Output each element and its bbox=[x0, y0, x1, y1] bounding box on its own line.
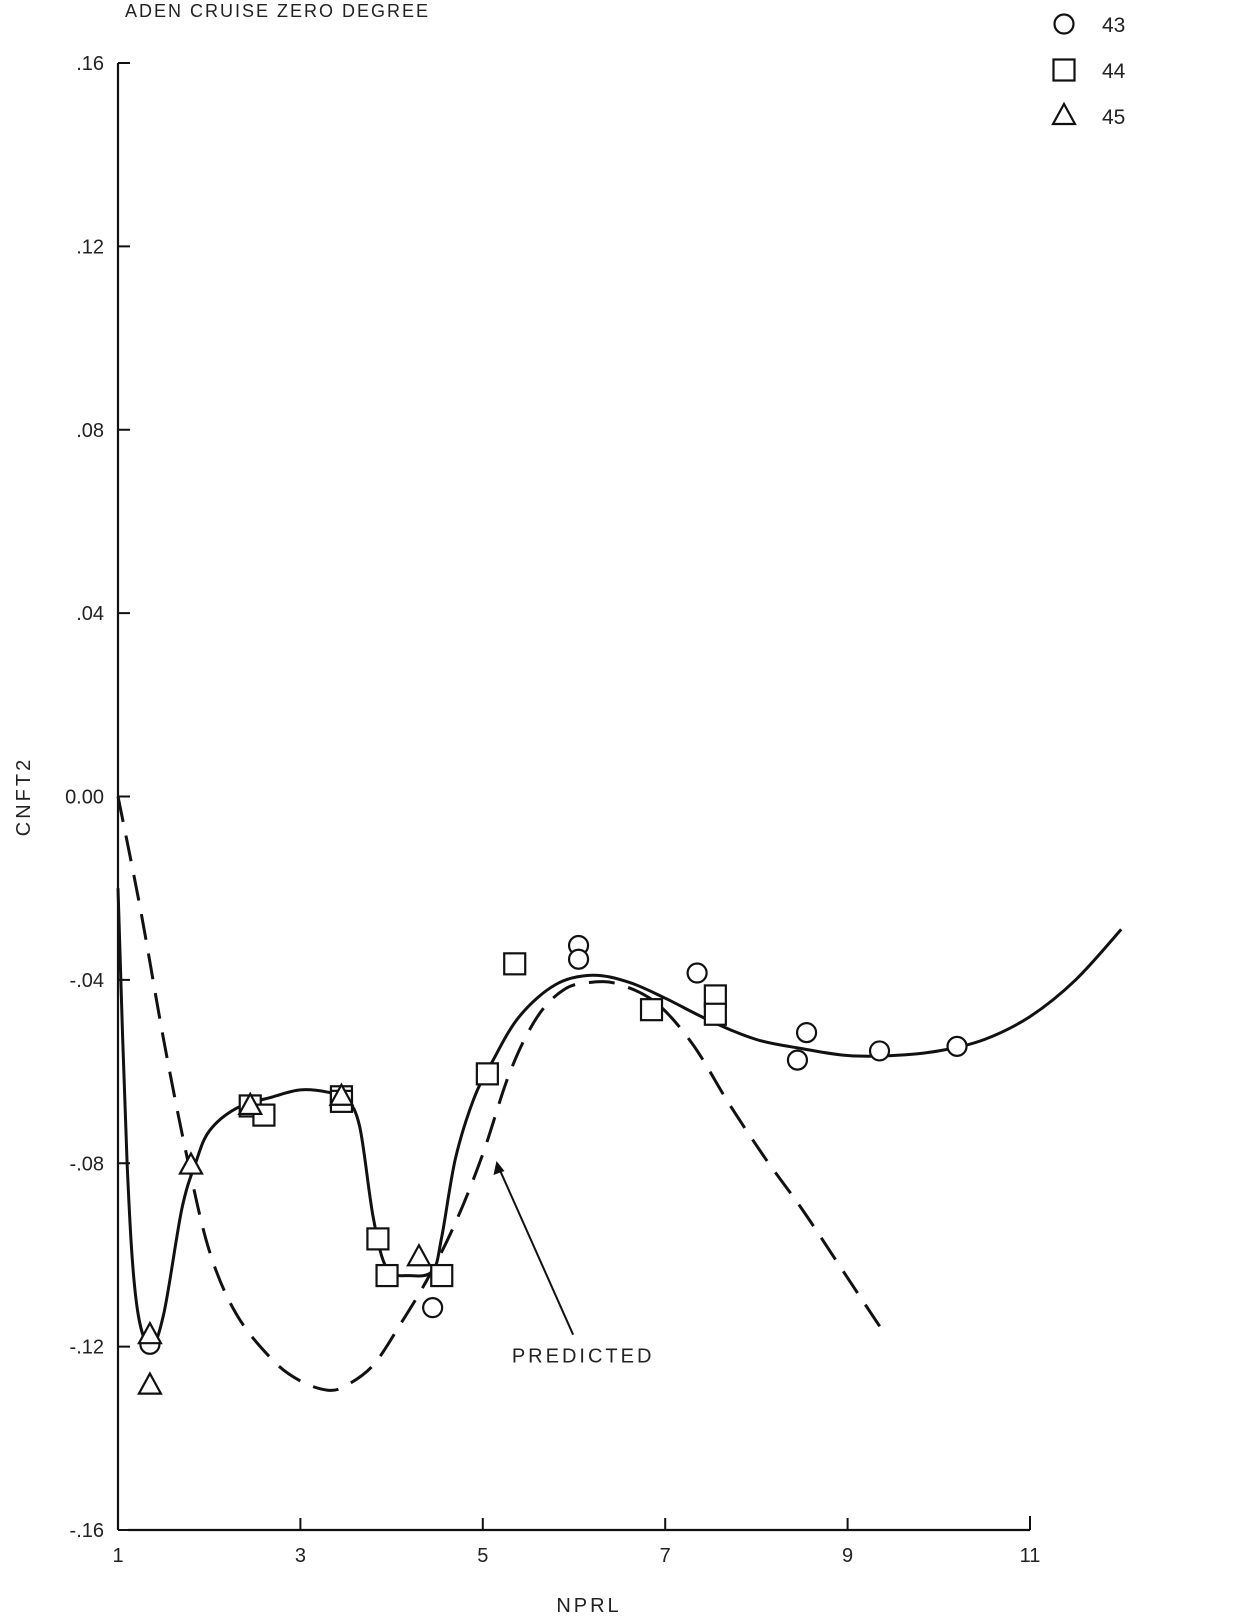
data-point-series-43 bbox=[422, 1297, 444, 1319]
predicted-dashed-curve bbox=[116, 796, 886, 1392]
legend-label-44: 44 bbox=[1102, 60, 1126, 83]
data-point-series-43 bbox=[786, 1049, 809, 1071]
x-tick-label: 5 bbox=[477, 1545, 488, 1567]
y-tick-label: -.08 bbox=[70, 1153, 104, 1175]
data-point-series-44 bbox=[430, 1263, 454, 1288]
data-point-series-45 bbox=[406, 1242, 432, 1267]
y-tick-label: .04 bbox=[76, 603, 104, 625]
x-tick-label: 3 bbox=[295, 1545, 306, 1567]
annotation-leader-line bbox=[497, 1166, 575, 1336]
x-tick-label: 1 bbox=[112, 1545, 123, 1567]
y-axis-title: CNFT2 bbox=[13, 757, 35, 836]
data-point-series-44 bbox=[375, 1263, 399, 1288]
points-group bbox=[137, 934, 968, 1395]
legend: 43 44 45 bbox=[1051, 13, 1126, 129]
data-point-series-45 bbox=[237, 1091, 264, 1116]
data-point-series-44 bbox=[503, 952, 527, 976]
data-point-series-45 bbox=[178, 1151, 204, 1175]
data-point-series-45 bbox=[137, 1320, 163, 1345]
data-point-series-45 bbox=[328, 1082, 355, 1106]
y-tick-label: -.16 bbox=[70, 1520, 104, 1542]
legend-marker-43 bbox=[1053, 13, 1075, 35]
axes-group: .16 .12 .08 .04 0.00 -.04 -.08 -.12 -.16 1 3 5 7 9 11 N… bbox=[13, 53, 1040, 1617]
y-tick-label: .12 bbox=[76, 236, 104, 258]
legend-marker-44 bbox=[1052, 58, 1076, 82]
y-tick-label: -.04 bbox=[70, 970, 104, 992]
chart-title: ADEN CRUISE ZERO DEGREE bbox=[125, 1, 430, 21]
y-tick-label: .08 bbox=[76, 420, 104, 442]
annotation-label: PREDICTED bbox=[512, 1346, 655, 1368]
legend-label-45: 45 bbox=[1102, 106, 1125, 129]
data-point-series-43 bbox=[795, 1021, 818, 1044]
x-tick-label: 9 bbox=[842, 1545, 853, 1567]
y-tick-label: 0.00 bbox=[65, 787, 104, 809]
legend-label-43: 43 bbox=[1102, 14, 1125, 37]
data-point-series-44 bbox=[703, 1002, 727, 1026]
data-point-series-44 bbox=[475, 1062, 499, 1086]
x-tick-label: 11 bbox=[1020, 1545, 1041, 1567]
x-tick-label: 7 bbox=[660, 1545, 671, 1567]
data-point-series-43 bbox=[868, 1040, 891, 1062]
data-point-series-43 bbox=[567, 948, 590, 970]
y-tick-label: .16 bbox=[76, 53, 104, 75]
annotation-arrowhead bbox=[493, 1160, 505, 1175]
annotations-group: PREDICTED bbox=[493, 1160, 655, 1368]
x-axis-title: NPRL bbox=[556, 1595, 621, 1617]
data-point-series-43 bbox=[686, 962, 708, 984]
data-point-series-43 bbox=[946, 1035, 968, 1057]
y-tick-label: -.12 bbox=[70, 1337, 104, 1359]
data-point-series-44 bbox=[639, 998, 664, 1022]
data-point-series-45 bbox=[137, 1371, 163, 1395]
legend-marker-45 bbox=[1051, 101, 1077, 126]
data-point-series-44 bbox=[366, 1227, 390, 1251]
